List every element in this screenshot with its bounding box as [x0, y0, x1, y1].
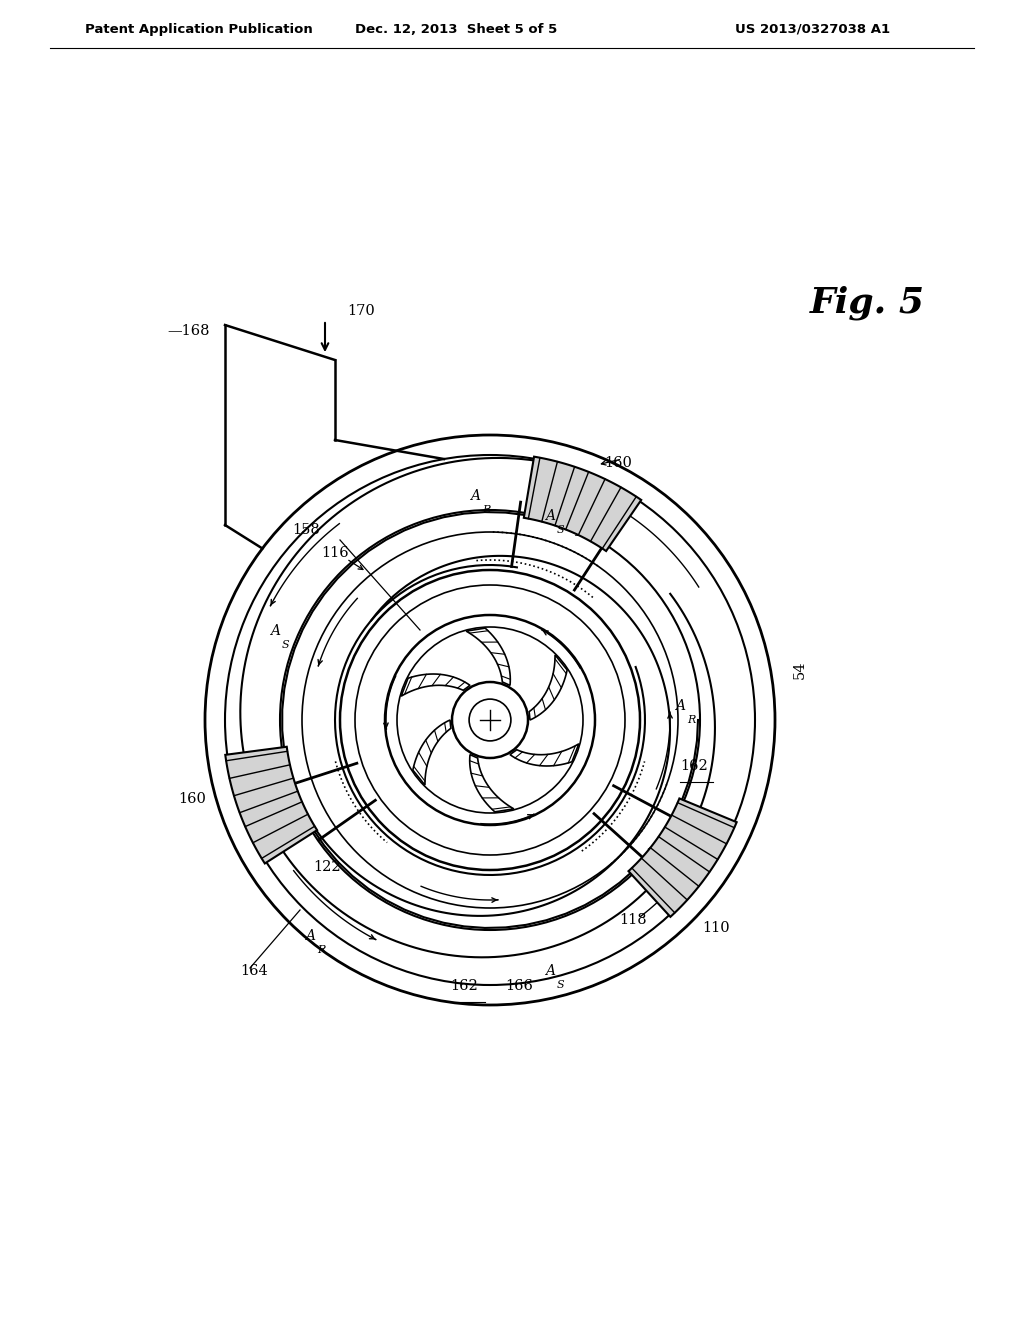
Polygon shape: [510, 743, 579, 766]
Text: 162: 162: [450, 979, 478, 993]
Text: A: A: [470, 488, 480, 503]
Text: 172: 172: [657, 849, 685, 863]
Text: 110: 110: [702, 921, 730, 935]
Text: —168: —168: [168, 323, 210, 338]
Text: R: R: [687, 715, 695, 725]
Text: 122: 122: [313, 861, 341, 874]
Circle shape: [452, 682, 528, 758]
Text: A: A: [270, 624, 280, 638]
Text: A: A: [545, 510, 555, 523]
Text: 166: 166: [505, 979, 532, 993]
Text: 160: 160: [645, 847, 673, 862]
Circle shape: [385, 615, 595, 825]
Text: 160: 160: [604, 455, 632, 470]
Text: A: A: [545, 964, 555, 978]
Text: Dec. 12, 2013  Sheet 5 of 5: Dec. 12, 2013 Sheet 5 of 5: [355, 22, 557, 36]
Text: A: A: [675, 700, 685, 713]
Text: 172: 172: [249, 801, 276, 816]
Text: 118: 118: [620, 913, 647, 928]
Text: S: S: [557, 525, 564, 535]
Polygon shape: [413, 719, 451, 785]
Text: US 2013/0327038 A1: US 2013/0327038 A1: [735, 22, 890, 36]
Text: R: R: [317, 945, 326, 954]
Text: 116: 116: [322, 545, 349, 560]
Polygon shape: [470, 755, 514, 812]
Text: 122: 122: [547, 506, 574, 520]
Text: Fig. 5: Fig. 5: [810, 285, 925, 319]
Text: 162: 162: [680, 759, 708, 774]
Polygon shape: [225, 747, 317, 863]
Text: A: A: [305, 929, 315, 942]
Polygon shape: [529, 655, 567, 719]
Text: Patent Application Publication: Patent Application Publication: [85, 22, 312, 36]
Text: 164: 164: [240, 964, 267, 978]
Text: 160: 160: [178, 792, 207, 807]
Polygon shape: [629, 799, 736, 917]
Text: R: R: [482, 506, 490, 515]
Text: 120: 120: [532, 466, 560, 479]
Text: S: S: [557, 979, 564, 990]
Text: 172: 172: [572, 524, 600, 539]
Text: 122: 122: [663, 846, 690, 861]
Polygon shape: [401, 675, 470, 696]
Polygon shape: [524, 457, 641, 550]
Text: 158: 158: [292, 523, 319, 537]
Text: S: S: [282, 640, 290, 649]
Polygon shape: [466, 628, 510, 685]
Text: 170: 170: [347, 304, 375, 318]
Text: 54: 54: [793, 661, 807, 680]
